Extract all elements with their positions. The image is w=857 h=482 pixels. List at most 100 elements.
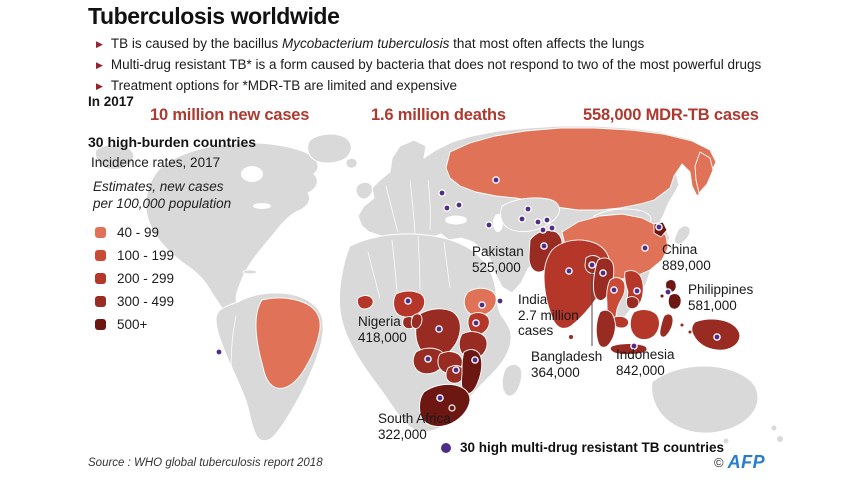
map-shape-indonesia [595, 309, 693, 355]
source-note: Source : WHO global tuberculosis report … [88, 457, 323, 469]
bullet-text: TB is caused by the bacillus Mycobacteri… [110, 36, 645, 51]
map-shape-brazil [255, 297, 321, 389]
mdr-dot [655, 223, 663, 231]
map-shape-philippines [659, 279, 682, 310]
sumatra [595, 309, 616, 348]
legend-item: 200 - 299 [95, 267, 174, 290]
legend-note-line2: per 100,000 population [93, 196, 232, 212]
legend-heading: 30 high-burden countries [88, 134, 257, 150]
map-shape-north-america [145, 142, 319, 330]
afp-logo: AFP [727, 452, 766, 472]
map-shape-iceland [345, 157, 358, 169]
mdr-dot [485, 221, 493, 229]
mdr-dot [565, 267, 573, 275]
mdr-dot [436, 394, 444, 402]
mdr-dot [548, 224, 556, 232]
legend-item: 100 - 199 [95, 244, 174, 267]
legend-swatch-icon [95, 319, 106, 330]
mdr-dot [472, 319, 480, 327]
map-shape-japan-south [669, 245, 675, 251]
map-shape-japan [674, 225, 691, 245]
mdr-dot [452, 366, 460, 374]
legend-label: 200 - 299 [117, 271, 175, 286]
mdr-dot [443, 204, 451, 212]
caspian-sea [493, 214, 503, 232]
legend-label: 40 - 99 [117, 225, 160, 240]
map-shape-tasmania [722, 437, 730, 445]
map-shape-new-zealand-north [770, 424, 778, 432]
border-hints [230, 179, 451, 377]
bullet-text: Multi-drug resistant TB* is a form cause… [110, 57, 762, 73]
mdr-dot [610, 286, 618, 294]
period-label: In 2017 [88, 94, 134, 109]
mdr-dot [540, 242, 548, 250]
mdr-dot [435, 325, 443, 333]
mdr-dot [713, 333, 721, 341]
map-shape-new-zealand-south [776, 435, 784, 443]
black-sea [445, 215, 467, 225]
borneo [629, 309, 660, 341]
sulawesi [659, 313, 674, 338]
map-shape-zimbabwe [445, 365, 466, 384]
mdr-dot [539, 226, 547, 234]
legend-label: 100 - 199 [117, 248, 175, 263]
legend-swatch-icon [95, 227, 106, 238]
bullet-arrow-icon: ▶ [96, 60, 103, 71]
map-shape-south-africa [419, 383, 471, 427]
mdr-dot [524, 205, 532, 213]
legend-item: 300 - 499 [95, 290, 174, 313]
legend-swatch-icon [95, 296, 106, 307]
legend-subheading: Incidence rates, 2017 [91, 155, 221, 170]
mdr-dot [641, 244, 649, 252]
mdr-legend-dot-icon [441, 443, 451, 453]
mdr-dot [588, 261, 596, 269]
mdr-dot [496, 297, 504, 305]
headline-stat-1: 1.6 million deaths [371, 106, 506, 124]
mdr-dot [664, 288, 672, 296]
mdr-dot [438, 189, 446, 197]
mdr-dot [424, 355, 432, 363]
bullet-arrow-icon: ▶ [96, 81, 103, 92]
legend-label: 500+ [117, 317, 148, 332]
map-shape-greenland [307, 133, 352, 164]
legend-label: 300 - 499 [117, 294, 175, 309]
hudson-bay [241, 166, 263, 182]
legend-swatch-icon [95, 250, 106, 261]
mdr-dot [471, 356, 479, 364]
map-shape-alaska [95, 144, 135, 170]
map-shape-uk [355, 181, 374, 200]
map-shape-cuba [242, 269, 258, 275]
headline-stat-0: 10 million new cases [150, 106, 310, 124]
legend-item: 40 - 99 [95, 221, 174, 244]
agency-credit: © AFP [714, 452, 765, 473]
java [609, 343, 648, 355]
legend-note: Estimates, new cases per 100,000 populat… [93, 178, 231, 213]
bullet-arrow-icon: ▶ [96, 39, 103, 49]
legend-item: 500+ [95, 313, 174, 336]
map-shape-lesotho [448, 404, 456, 412]
mdr-dot [630, 342, 638, 350]
mdr-dot [633, 287, 641, 295]
mdr-dot [215, 348, 223, 356]
map-shape-west-africa [356, 295, 374, 310]
mdr-dots-group [215, 176, 721, 402]
mdr-dot [543, 216, 551, 224]
mdr-dot [492, 176, 500, 184]
map-shape-sri-lanka [568, 334, 574, 340]
great-lakes [253, 203, 271, 209]
mdr-dot [455, 201, 463, 209]
map-shape-australia [651, 365, 759, 434]
map-shape-congo [410, 313, 423, 329]
legend-swatch-icon [95, 273, 106, 284]
legend-note-line1: Estimates, new cases [93, 179, 224, 194]
legend-items: 40 - 99 100 - 199 200 - 299 300 - 499 500+ [95, 221, 174, 336]
map-shape-madagascar [501, 363, 523, 397]
mdr-dot [599, 269, 607, 277]
mdr-dot [534, 218, 542, 226]
mdr-dot [404, 297, 412, 305]
mdr-dot [518, 215, 526, 223]
map-shape-kazakhstan-gray [500, 197, 560, 233]
headline-stat-2: 558,000 MDR-TB cases [583, 106, 759, 124]
